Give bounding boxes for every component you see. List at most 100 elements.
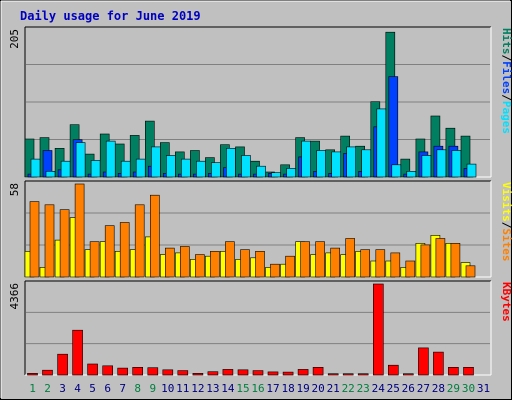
legend-item-visits: Visits (500, 182, 512, 222)
bar-sites-day-25 (390, 252, 401, 278)
x-tick-label-day-13: 13 (206, 382, 219, 395)
bar-sites-day-23 (360, 249, 371, 278)
bar-kbytes-day-8 (132, 366, 143, 376)
bar-sites-day-12 (195, 254, 205, 278)
bar-pages-day-27 (421, 155, 432, 178)
bar-pages-day-14 (226, 148, 236, 178)
bar-kbytes-day-23 (357, 373, 369, 376)
legend-separator: / (500, 222, 512, 229)
bar-pages-day-5 (90, 160, 101, 178)
x-tick-label-day-23: 23 (357, 382, 370, 395)
bar-sites-day-16 (255, 251, 265, 278)
bar-sites-day-19 (300, 241, 310, 278)
bar-sites-day-5 (89, 241, 100, 278)
y-max-label-hits-files-pages: 205 (8, 29, 21, 49)
y-max-label-visits-sites: 58 (8, 183, 21, 196)
bar-kbytes-day-16 (252, 370, 264, 376)
x-tick-label-day-3: 3 (59, 382, 66, 395)
bar-pages-day-19 (301, 140, 311, 178)
x-tick-label-day-12: 12 (191, 382, 204, 395)
series-kbytes (27, 283, 474, 376)
bar-sites-day-27 (420, 244, 431, 278)
bar-sites-day-26 (405, 260, 416, 278)
x-tick-label-day-19: 19 (296, 382, 309, 395)
bar-kbytes-day-2 (42, 369, 53, 376)
bar-sites-day-29 (450, 243, 461, 278)
bar-kbytes-day-20 (312, 366, 324, 376)
x-tick-label-day-11: 11 (176, 382, 189, 395)
bar-sites-day-17 (270, 263, 280, 278)
bar-pages-day-18 (286, 168, 296, 178)
bar-kbytes-day-29 (448, 366, 459, 376)
bar-pages-day-11 (181, 158, 191, 178)
bar-pages-day-2 (45, 171, 56, 178)
bar-kbytes-day-6 (102, 365, 113, 376)
bar-kbytes-day-24 (372, 283, 384, 376)
legend-item-files: Files (500, 61, 512, 94)
legend-separator: / (500, 94, 512, 101)
x-tick-label-day-27: 27 (417, 382, 430, 395)
chart-panel-visits-sites: 58 Visits/Sites (8, 180, 512, 278)
x-tick-label-day-17: 17 (266, 382, 279, 395)
bar-pages-day-30 (466, 163, 477, 178)
bar-sites-day-10 (165, 247, 175, 278)
plot-area-kbytes (25, 281, 491, 375)
bar-pages-day-23 (361, 149, 372, 178)
bar-sites-day-1 (29, 201, 40, 278)
y-max-label-kbytes: 4366 (8, 283, 21, 310)
bar-kbytes-day-26 (402, 373, 414, 376)
bar-files-day-25 (388, 76, 399, 178)
bar-sites-day-7 (119, 222, 130, 278)
chart-panel-kbytes: 4366 KBytes (8, 280, 512, 376)
x-tick-label-day-7: 7 (119, 382, 126, 395)
x-tick-label-day-18: 18 (281, 382, 294, 395)
chart-title: Daily usage for June 2019 (20, 9, 201, 23)
x-tick-label-day-8: 8 (134, 382, 141, 395)
bar-kbytes-day-11 (177, 370, 189, 376)
bar-pages-day-13 (211, 162, 221, 178)
x-tick-label-day-24: 24 (372, 382, 386, 395)
x-tick-label-day-15: 15 (236, 382, 249, 395)
x-tick-label-day-4: 4 (74, 382, 81, 395)
bar-sites-day-13 (210, 251, 220, 278)
bar-pages-day-26 (406, 171, 417, 178)
x-tick-label-day-2: 2 (44, 382, 51, 395)
bar-pages-day-3 (60, 160, 71, 178)
bar-kbytes-day-15 (237, 369, 249, 376)
bar-sites-day-9 (150, 194, 160, 278)
bar-sites-day-15 (240, 249, 250, 278)
bar-sites-day-2 (44, 204, 55, 278)
x-tick-label-day-20: 20 (311, 382, 324, 395)
bar-pages-day-12 (196, 160, 206, 178)
bar-kbytes-day-7 (117, 367, 128, 376)
bar-pages-day-25 (391, 164, 402, 178)
bar-pages-day-7 (120, 160, 131, 178)
bar-sites-day-24 (375, 249, 386, 278)
x-tick-label-day-16: 16 (251, 382, 264, 395)
bar-pages-day-10 (166, 155, 176, 178)
x-tick-label-day-21: 21 (327, 382, 340, 395)
bar-kbytes-day-10 (162, 369, 174, 376)
x-tick-label-day-28: 28 (432, 382, 445, 395)
x-tick-label-day-1: 1 (29, 382, 36, 395)
bar-pages-day-16 (256, 165, 266, 178)
bar-sites-day-21 (330, 247, 341, 278)
bar-kbytes-day-13 (207, 371, 219, 376)
x-tick-label-day-10: 10 (161, 382, 174, 395)
bar-kbytes-day-28 (433, 351, 444, 376)
bar-kbytes-day-4 (72, 329, 83, 376)
bar-kbytes-day-22 (342, 373, 354, 376)
bar-pages-day-20 (316, 150, 326, 178)
bar-pages-day-28 (436, 149, 447, 178)
bar-kbytes-day-9 (147, 367, 159, 376)
x-tick-label-day-22: 22 (342, 382, 355, 395)
legend-hits-files-pages: Hits/Files/Pages (500, 28, 512, 134)
x-tick-label-day-26: 26 (402, 382, 415, 395)
bar-kbytes-day-17 (267, 371, 279, 376)
bar-pages-day-1 (30, 158, 41, 178)
bar-kbytes-day-14 (222, 369, 234, 376)
x-tick-label-day-14: 14 (221, 382, 235, 395)
bar-sites-day-22 (345, 238, 356, 278)
x-tick-label-day-9: 9 (149, 382, 156, 395)
